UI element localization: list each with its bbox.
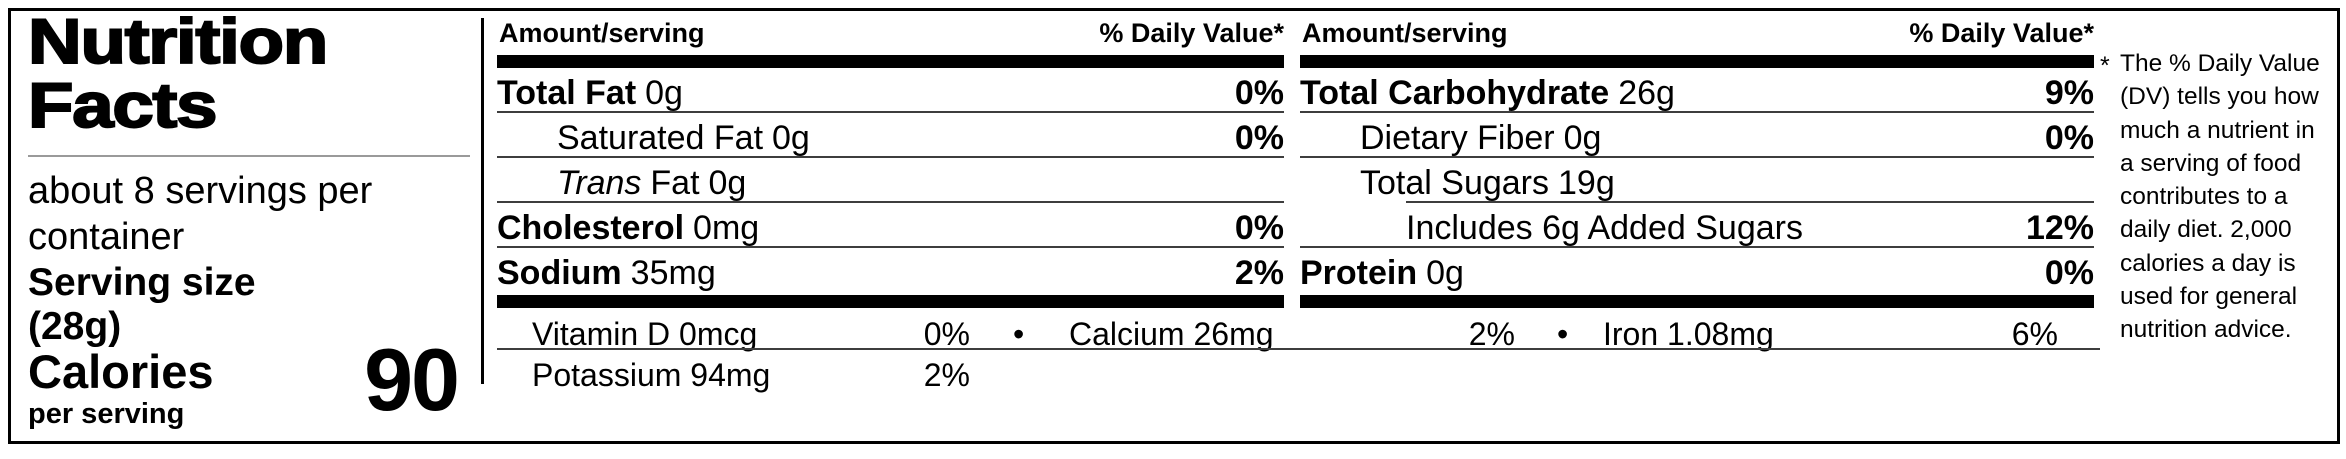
column-header-dv: % Daily Value* [1099, 18, 1284, 48]
nutrient-label: Total Carbohydrate [1300, 74, 1610, 112]
bullet-separator: • [1557, 316, 1569, 352]
servings-per-container: about 8 servings per container [28, 170, 373, 258]
nutrient-label: Cholesterol [497, 209, 685, 247]
calories-value: 90 [364, 330, 460, 429]
calories-sublabel: per serving [28, 398, 185, 430]
calories-label: Calories [28, 345, 214, 398]
divider [497, 201, 1284, 203]
thick-bar [497, 55, 1284, 68]
nutrient-amount: 0g [1426, 254, 1464, 292]
micronutrient-dv: 2% [923, 357, 970, 393]
nutrient-dv: 0% [1234, 119, 1284, 157]
nutrient-amount: 0g [772, 119, 810, 157]
footnote-asterisk: * [2100, 52, 2110, 80]
divider [497, 348, 2100, 350]
nutrient-row-cholesterol: Cholesterol 0mg 0% [497, 209, 1284, 251]
nutrient-amount: 0g [708, 164, 747, 202]
outer-border [8, 8, 2340, 444]
divider [1300, 156, 2094, 158]
micronutrient-dv: 2% [1468, 316, 1515, 352]
micronutrient-dv: 6% [2011, 316, 2058, 352]
nutrient-amount: 0g [645, 74, 683, 112]
nutrient-amount: 35mg [630, 254, 716, 292]
nutrient-label: Protein [1300, 254, 1418, 292]
nutrient-amount: 0g [1563, 119, 1602, 157]
label-title: Nutrition Facts [27, 7, 330, 141]
nutrient-row-dietary-fiber: Dietary Fiber 0g 0% [1300, 119, 2094, 161]
divider [497, 111, 1284, 113]
nutrient-amount: 0mg [693, 209, 760, 247]
micronutrient-name: Potassium 94mg [532, 357, 771, 393]
footnote-text: The % Daily Value (DV) tells you how muc… [2120, 50, 2320, 344]
divider [1300, 246, 2094, 248]
nutrient-column-2: Amount/serving % Daily Value* Total Carb… [1300, 0, 2094, 459]
nutrient-row-saturated-fat: Saturated Fat 0g 0% [497, 119, 1284, 161]
title-divider [28, 155, 470, 157]
nutrient-label: Sodium [497, 254, 622, 292]
nutrient-column-1: Amount/serving % Daily Value* Total Fat 0… [497, 0, 1284, 459]
nutrient-row-trans-fat: Trans Fat 0g [497, 164, 1284, 206]
thick-bar [1300, 295, 2094, 308]
serving-size-label: Serving size [28, 261, 256, 304]
nutrient-label: Saturated Fat [557, 119, 764, 157]
divider [497, 156, 1284, 158]
micronutrient-name: Vitamin D 0mcg [532, 316, 758, 352]
nutrient-label: Total Sugars [1360, 164, 1549, 202]
nutrient-dv: 0% [2044, 254, 2094, 292]
nutrient-dv: 0% [1234, 74, 1284, 112]
divider [497, 246, 1284, 248]
nutrient-label: Fat [650, 164, 700, 202]
divider-indented [1406, 201, 2094, 203]
column-header-dv: % Daily Value* [1909, 18, 2094, 48]
divider [1300, 111, 2094, 113]
nutrient-row-added-sugars: Includes 6g Added Sugars 12% [1300, 209, 2094, 251]
nutrient-row-total-sugars: Total Sugars 19g [1300, 164, 2094, 206]
nutrient-dv: 0% [2044, 119, 2094, 157]
nutrient-row-total-fat: Total Fat 0g 0% [497, 74, 1284, 116]
micronutrient-dv: 0% [923, 316, 970, 352]
nutrient-dv: 12% [2025, 209, 2094, 247]
micronutrient-name: Calcium 26mg [1069, 316, 1274, 352]
nutrient-label: Dietary Fiber [1360, 119, 1555, 157]
nutrient-label: Total Fat [497, 74, 637, 112]
column-header-amount: Amount/serving [1302, 18, 1508, 48]
thick-bar [497, 295, 1284, 308]
nutrient-dv: 0% [1234, 209, 1284, 247]
serving-size-value: (28g) [28, 305, 122, 348]
nutrient-label: Includes 6g Added Sugars [1406, 209, 1803, 247]
bullet-separator: • [1013, 316, 1025, 352]
nutrient-row-sodium: Sodium 35mg 2% [497, 254, 1284, 296]
micronutrient-name: Iron 1.08mg [1603, 316, 1774, 352]
nutrient-amount: 19g [1558, 164, 1615, 202]
vertical-divider [481, 18, 484, 384]
nutrient-row-protein: Protein 0g 0% [1300, 254, 2094, 296]
nutrient-dv: 2% [1234, 254, 1284, 292]
nutrient-row-total-carbohydrate: Total Carbohydrate 26g 9% [1300, 74, 2094, 116]
thick-bar [1300, 55, 2094, 68]
nutrient-label-italic: Trans [557, 164, 642, 202]
nutrient-amount: 26g [1618, 74, 1675, 112]
column-header-amount: Amount/serving [499, 18, 705, 48]
nutrient-dv: 9% [2044, 74, 2094, 112]
